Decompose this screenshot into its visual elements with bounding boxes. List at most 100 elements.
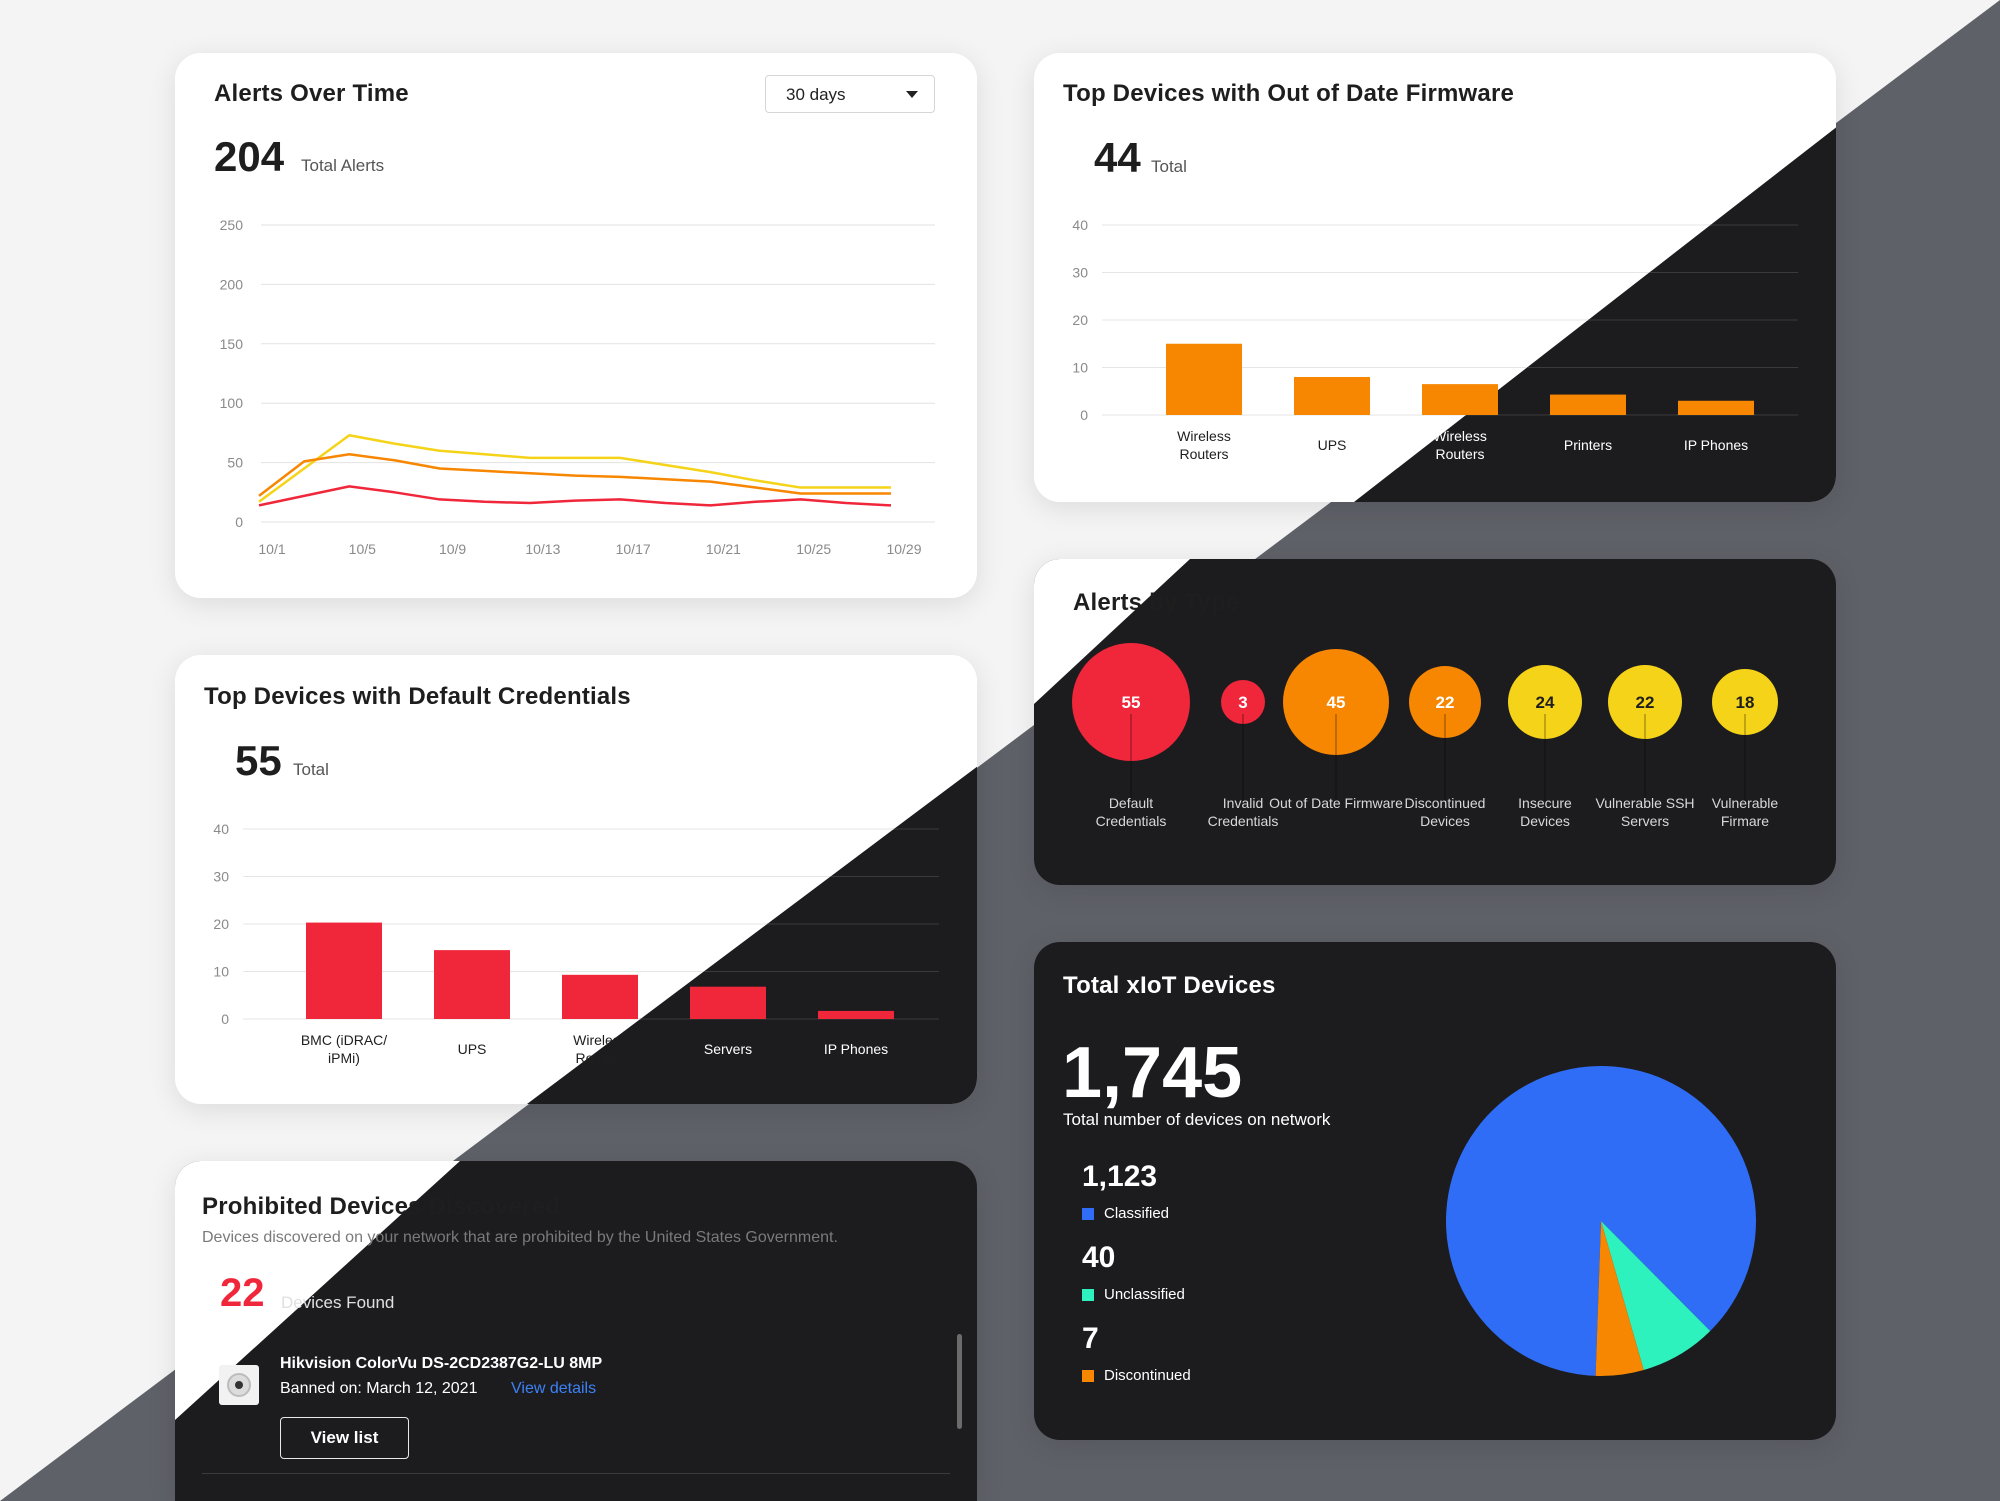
stat-discontinued-label: Discontinued (1104, 1367, 1191, 1384)
bubble-value: 55 (1122, 693, 1141, 712)
total-alerts-label: Total Alerts (301, 156, 385, 175)
card-title: Alerts Over Time (214, 80, 409, 107)
bar-label: IP Phones (1684, 437, 1748, 453)
bubble-label: Vulnerable (1712, 795, 1779, 811)
device-banned-date: Banned on: March 12, 2021 (280, 1380, 478, 1397)
bubble-value: 22 (1636, 693, 1655, 712)
alerts-over-time-card: Alerts Over Time 30 days 204 Total Alert… (175, 53, 977, 598)
xiot-pie-chart (1446, 1066, 1756, 1376)
series-line (258, 453, 891, 497)
bar-label: Wireless (1433, 428, 1487, 444)
bubble-value: 22 (1436, 693, 1455, 712)
series-line (258, 434, 891, 503)
bubble-label: Devices (1420, 813, 1470, 829)
bar (1550, 394, 1626, 415)
x-tick-label: 10/17 (616, 541, 651, 557)
firmware-total-value: 44 (1094, 134, 1141, 181)
bar-label: Wireless (1177, 428, 1231, 444)
pie-slice (1595, 1221, 1644, 1376)
y-tick-label: 0 (235, 514, 243, 530)
default-credentials-card: Top Devices with Default Credentials 55 … (175, 655, 977, 1104)
bubble-label: Vulnerable SSH (1595, 795, 1694, 811)
y-tick-label: 50 (227, 455, 243, 471)
y-tick-label: 0 (1080, 407, 1088, 423)
y-tick-label: 30 (1072, 265, 1088, 281)
y-tick-label: 40 (213, 821, 229, 837)
stat-unclassified-value: 40 (1082, 1241, 1116, 1274)
bubble-value: 45 (1327, 693, 1346, 712)
card-split-background (175, 1161, 977, 1501)
firmware-total-label: Total (1151, 157, 1187, 176)
device-thumbnail (219, 1365, 259, 1405)
device-name: Hikvision ColorVu DS-2CD2387G2-LU 8MP (280, 1355, 603, 1372)
bar-label: UPS (1318, 437, 1347, 453)
prohibited-devices-card: Prohibited Devices Discovered Devices di… (175, 1161, 977, 1501)
devices-found-value: 22 (220, 1271, 265, 1315)
card-split-background (175, 655, 977, 1104)
x-tick-label: 10/25 (796, 541, 831, 557)
bubble-label: Discontinued (1405, 795, 1486, 811)
scrollbar[interactable] (957, 1334, 962, 1429)
bar-label: Routers (1179, 446, 1228, 462)
xiot-card: Total xIoT Devices 1,745 Total number of… (1034, 942, 1836, 1440)
bar (434, 950, 510, 1019)
devices-found-label: Devices Found (281, 1293, 395, 1312)
x-tick-label: 10/9 (439, 541, 466, 557)
series-line (258, 485, 892, 507)
alerts-line-chart: 0 50 100 150 200 250 10/1 10/5 10/9 10/13 10/17 10/… (220, 217, 935, 557)
bubble-label: Credentials (1208, 813, 1279, 829)
range-select-value: 30 days (786, 85, 846, 104)
default-creds-total-label: Total (293, 760, 329, 779)
default-creds-total-value: 55 (235, 737, 282, 784)
alert-bubble (1221, 680, 1265, 724)
y-tick-label: 10 (213, 964, 229, 980)
bar (1678, 400, 1754, 415)
card-title: Prohibited Devices Discovered (202, 1193, 560, 1220)
bar-label: iPMi) (328, 1050, 360, 1066)
alerts-by-type-card: Alerts by Type 55 Default Credentials 3 Inva… (1034, 559, 1836, 885)
stat-discontinued-value: 7 (1082, 1322, 1099, 1355)
card-title: Top Devices with Out of Date Firmware (1063, 80, 1515, 107)
bubble-label: Invalid (1223, 795, 1263, 811)
bubble-value: 24 (1536, 693, 1555, 712)
range-dropdown[interactable]: 30 days (765, 75, 935, 113)
card-title: Alerts by Type (1073, 589, 1240, 616)
row-divider (202, 1473, 950, 1474)
bar (1422, 384, 1498, 415)
alert-bubble (1072, 643, 1190, 761)
bar (690, 986, 766, 1019)
bar (306, 922, 382, 1019)
y-tick-label: 20 (213, 916, 229, 932)
pie-slice (1446, 1066, 1756, 1376)
bubble-label: Default (1109, 795, 1153, 811)
bar-label: Wireless (573, 1032, 627, 1048)
bar (1294, 377, 1370, 415)
y-tick-label: 150 (220, 336, 244, 352)
bubble-label: Insecure (1518, 795, 1572, 811)
firmware-card: Top Devices with Out of Date Firmware 44… (1034, 53, 1836, 502)
alert-bubble (1712, 669, 1778, 735)
x-tick-label: 10/29 (886, 541, 921, 557)
bubble-value: 3 (1238, 693, 1247, 712)
y-tick-label: 250 (220, 217, 244, 233)
bubble-label: Servers (1621, 813, 1669, 829)
bubble-label: Firmare (1721, 813, 1769, 829)
x-tick-label: 10/1 (258, 541, 285, 557)
card-title: Top Devices with Default Credentials (204, 683, 631, 710)
bar (818, 1010, 894, 1019)
card-subtitle: Devices discovered on your network that … (202, 1229, 838, 1246)
alert-bubble (1608, 665, 1682, 739)
y-tick-label: 30 (213, 869, 229, 885)
y-tick-label: 20 (1072, 312, 1088, 328)
view-list-button[interactable]: View list (280, 1417, 409, 1459)
bar-label: BMC (iDRAC/ (301, 1032, 387, 1048)
alerts-bubble-chart: 55 Default Credentials 3 Invalid Credentials 4… (1072, 643, 1779, 829)
y-tick-label: 200 (220, 276, 244, 292)
y-tick-label: 10 (1072, 360, 1088, 376)
bar-label: IP Phones (824, 1041, 888, 1057)
y-tick-label: 0 (221, 1011, 229, 1027)
alert-bubble (1283, 649, 1389, 755)
view-details-link[interactable]: View details (511, 1380, 597, 1397)
stat-unclassified-label: Unclassified (1104, 1286, 1185, 1303)
card-title: Total xIoT Devices (1063, 972, 1276, 999)
